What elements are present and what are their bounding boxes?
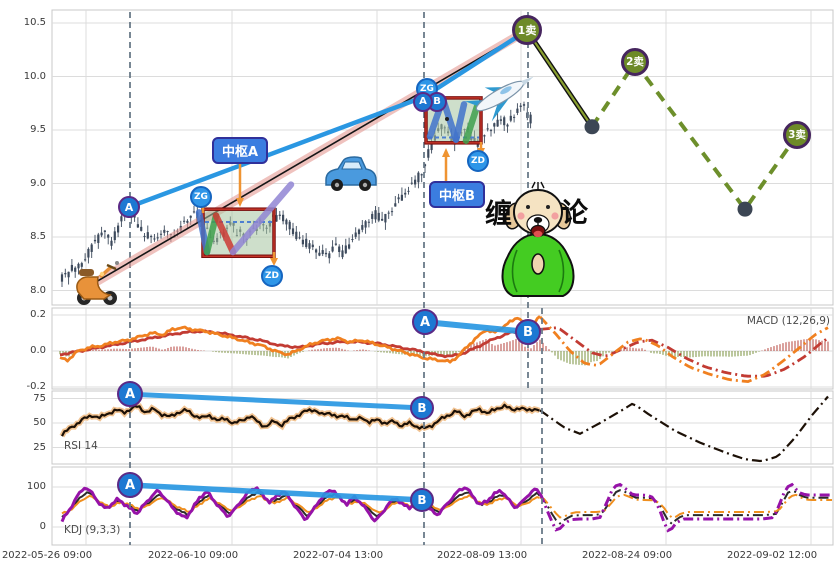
chan-lun-dog-illustration	[501, 181, 575, 297]
marker-a-rsi[interactable]: A	[117, 381, 143, 407]
rsi-tick-label: 25	[33, 441, 46, 453]
marker-a-kdj[interactable]: A	[117, 472, 143, 498]
rsi-tick-label: 50	[33, 417, 46, 428]
marker-zd-pivot-a[interactable]: ZD	[261, 265, 283, 287]
marker-a-main[interactable]: A	[118, 196, 140, 218]
pivot-b-label[interactable]: 中枢B	[429, 181, 485, 208]
marker-sell-1[interactable]: 1卖	[512, 15, 542, 45]
price-tick-label: 9.5	[30, 124, 46, 135]
kdj-label: KDJ (9,3,3)	[64, 524, 121, 536]
marker-sell-3[interactable]: 3卖	[783, 121, 811, 149]
macd-tick-label: -0.2	[26, 381, 46, 392]
macd-tick-label: 0.0	[30, 345, 46, 356]
rsi-label: RSI 14	[64, 440, 98, 452]
price-tick-label: 8.5	[30, 231, 46, 242]
macd-label: MACD (12,26,9)	[746, 315, 830, 327]
marker-zg-pivot-a[interactable]: ZG	[190, 186, 212, 208]
marker-b-rsi[interactable]: B	[410, 396, 434, 420]
pivot-a-label[interactable]: 中枢A	[212, 137, 269, 164]
price-tick-label: 10.5	[23, 17, 46, 28]
rsi-tick-label: 75	[33, 392, 46, 404]
kdj-tick-label: 0	[39, 521, 46, 532]
x-tick-label: 2022-05-26 09:00	[1, 550, 93, 561]
marker-zd-pivot-b[interactable]: ZD	[467, 150, 489, 172]
x-tick-label: 2022-07-04 13:00	[292, 550, 384, 561]
price-tick-label: 9.0	[30, 177, 46, 189]
x-tick-label: 2022-09-02 12:00	[726, 550, 818, 561]
marker-b-macd[interactable]: B	[515, 319, 541, 345]
car-icon	[325, 156, 377, 191]
x-tick-label: 2022-08-24 09:00	[581, 550, 673, 561]
kdj-tick-label: 100	[26, 481, 46, 492]
marker-a-pivot-b[interactable]: A	[413, 92, 433, 112]
chan-text-left: 缠	[485, 199, 512, 230]
price-tick-label: 10.0	[23, 70, 46, 82]
chan-text-right: 论	[561, 198, 588, 229]
x-tick-label: 2022-08-09 13:00	[436, 550, 528, 561]
scooter-icon	[76, 261, 119, 305]
marker-a-macd[interactable]: A	[412, 309, 438, 335]
marker-sell-2[interactable]: 2卖	[621, 48, 649, 76]
x-tick-label: 2022-06-10 09:00	[147, 550, 239, 561]
macd-tick-label: 0.2	[30, 309, 46, 320]
marker-b-kdj[interactable]: B	[410, 488, 434, 512]
price-tick-label: 8.0	[30, 284, 46, 296]
